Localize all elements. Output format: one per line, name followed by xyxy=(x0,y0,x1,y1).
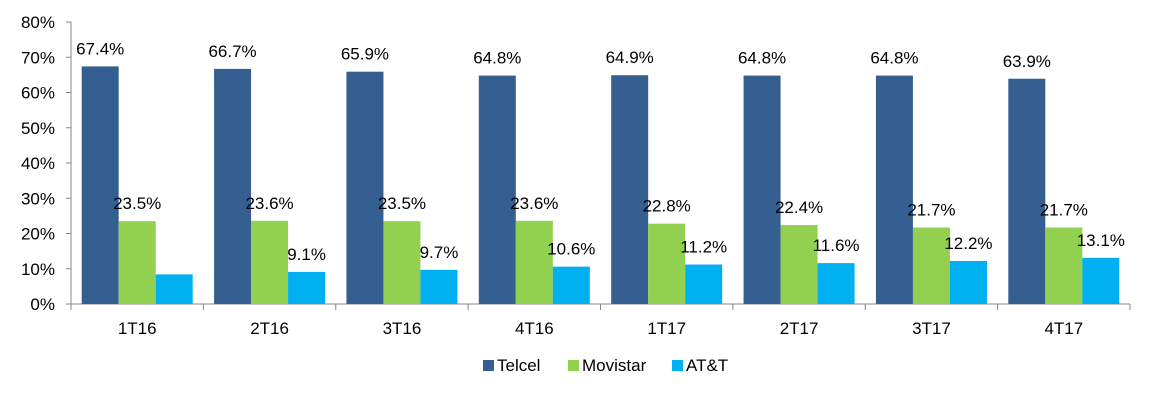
bars xyxy=(81,66,1120,304)
bar-telcel xyxy=(346,71,384,304)
x-tick-label: 2T17 xyxy=(780,319,819,338)
data-label: 63.9% xyxy=(1003,52,1051,71)
bar-telcel xyxy=(875,75,913,304)
data-label: 64.8% xyxy=(473,49,521,68)
legend: Telcel Movistar AT&T xyxy=(483,356,728,375)
data-label: 23.5% xyxy=(113,194,161,213)
bar-at-t xyxy=(817,263,855,304)
bar-telcel xyxy=(214,68,252,304)
bar-movistar xyxy=(1045,227,1083,304)
data-label: 23.6% xyxy=(510,194,558,213)
data-label: 22.4% xyxy=(775,198,823,217)
y-tick-label: 40% xyxy=(21,154,55,173)
axes: 0% 10% 20% 30% 40% 50% 60% 70% 80% 1T16 2T16 3T16 4T… xyxy=(21,13,1131,338)
data-labels: 67.4% 66.7% 65.9% 64.8% 64.9% 64.8% 64.8% 63.9%… xyxy=(76,39,1125,264)
bar-at-t xyxy=(1082,257,1120,304)
data-label: 64.9% xyxy=(606,48,654,67)
bar-telcel xyxy=(611,75,649,304)
data-label: 12.2% xyxy=(944,234,992,253)
bar-at-t xyxy=(949,260,987,304)
legend-label: AT&T xyxy=(686,356,728,375)
legend-label: Telcel xyxy=(497,356,540,375)
legend-label: Movistar xyxy=(582,356,647,375)
x-tick-label: 1T16 xyxy=(118,319,157,338)
bar-movistar xyxy=(912,227,950,304)
bar-at-t xyxy=(288,271,326,304)
y-tick-label: 50% xyxy=(21,119,55,138)
x-tick-label: 4T17 xyxy=(1044,319,1083,338)
bar-movistar xyxy=(383,221,421,304)
y-tick-label: 20% xyxy=(21,225,55,244)
bar-at-t xyxy=(155,274,193,304)
bar-at-t xyxy=(685,264,723,304)
data-label: 9.7% xyxy=(420,243,459,262)
x-tick-label: 4T16 xyxy=(515,319,554,338)
legend-swatch xyxy=(568,360,579,371)
x-tick-label: 3T16 xyxy=(383,319,422,338)
data-label: 10.6% xyxy=(547,240,595,259)
y-tick-label: 70% xyxy=(21,48,55,67)
legend-swatch xyxy=(672,360,683,371)
data-label: 11.2% xyxy=(680,238,727,257)
bar-movistar xyxy=(118,221,156,304)
data-label: 67.4% xyxy=(76,39,124,58)
y-tick-label: 0% xyxy=(30,295,55,314)
bar-telcel xyxy=(1008,78,1046,304)
data-label: 13.1% xyxy=(1077,231,1125,250)
bar-movistar xyxy=(515,220,553,304)
legend-swatch xyxy=(483,360,494,371)
bar-movistar xyxy=(648,223,686,304)
data-label: 21.7% xyxy=(1040,201,1088,220)
bar-telcel xyxy=(743,75,781,304)
data-label: 21.7% xyxy=(907,201,955,220)
y-tick-label: 80% xyxy=(21,13,55,32)
data-label: 23.5% xyxy=(378,194,426,213)
data-label: 64.8% xyxy=(870,49,918,68)
data-label: 11.6% xyxy=(813,236,860,255)
y-tick-label: 30% xyxy=(21,189,55,208)
bar-movistar xyxy=(251,220,289,304)
y-tick-label: 60% xyxy=(21,84,55,103)
bar-at-t xyxy=(552,266,590,304)
data-label: 66.7% xyxy=(208,42,256,61)
data-label: 22.8% xyxy=(643,197,691,216)
data-label: 64.8% xyxy=(738,49,786,68)
y-tick-label: 10% xyxy=(21,260,55,279)
bar-telcel xyxy=(478,75,516,304)
bar-movistar xyxy=(780,225,818,304)
data-label: 9.1% xyxy=(287,245,326,264)
x-tick-label: 2T16 xyxy=(250,319,289,338)
bar-telcel xyxy=(81,66,119,304)
data-label: 65.9% xyxy=(341,45,389,64)
data-label: 23.6% xyxy=(245,194,293,213)
x-tick-label: 1T17 xyxy=(647,319,686,338)
bar-at-t xyxy=(420,269,458,304)
x-tick-label: 3T17 xyxy=(912,319,951,338)
